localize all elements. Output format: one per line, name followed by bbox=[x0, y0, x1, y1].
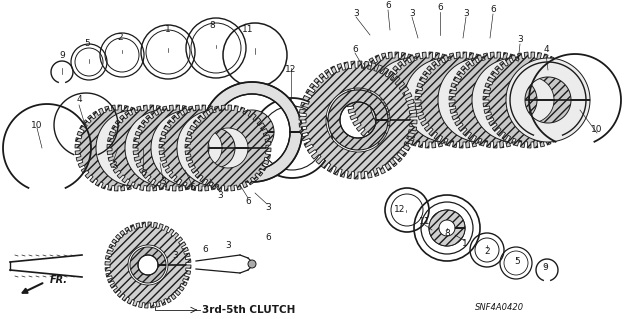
Circle shape bbox=[248, 260, 256, 268]
Text: 4: 4 bbox=[76, 95, 82, 105]
Polygon shape bbox=[202, 82, 302, 182]
Polygon shape bbox=[151, 110, 227, 186]
Text: 1: 1 bbox=[462, 240, 468, 249]
Text: 5: 5 bbox=[514, 257, 520, 266]
Polygon shape bbox=[347, 52, 443, 148]
Text: 8: 8 bbox=[209, 21, 215, 31]
Text: 3: 3 bbox=[160, 176, 166, 186]
Text: 6: 6 bbox=[437, 4, 443, 12]
Text: 12: 12 bbox=[285, 65, 297, 75]
Text: 3: 3 bbox=[463, 9, 469, 18]
Polygon shape bbox=[105, 222, 191, 308]
Polygon shape bbox=[185, 105, 271, 191]
Text: 9: 9 bbox=[542, 263, 548, 272]
Text: 3: 3 bbox=[217, 191, 223, 201]
Text: 11: 11 bbox=[419, 218, 431, 226]
Polygon shape bbox=[75, 105, 161, 191]
Polygon shape bbox=[415, 52, 511, 148]
Text: 6: 6 bbox=[140, 168, 146, 177]
Text: 3: 3 bbox=[409, 9, 415, 18]
Text: 3: 3 bbox=[111, 160, 117, 169]
Polygon shape bbox=[107, 105, 193, 191]
Polygon shape bbox=[328, 90, 388, 150]
Text: 6: 6 bbox=[352, 46, 358, 55]
Polygon shape bbox=[130, 247, 166, 283]
Text: 4: 4 bbox=[543, 46, 549, 55]
Polygon shape bbox=[177, 110, 253, 186]
Text: 3: 3 bbox=[353, 9, 359, 18]
Text: 10: 10 bbox=[591, 125, 603, 135]
Polygon shape bbox=[370, 58, 454, 142]
Polygon shape bbox=[159, 105, 245, 191]
Text: 1: 1 bbox=[165, 26, 171, 34]
Polygon shape bbox=[483, 52, 579, 148]
Polygon shape bbox=[429, 210, 465, 246]
Text: FR.: FR. bbox=[50, 275, 68, 285]
Polygon shape bbox=[472, 58, 556, 142]
Polygon shape bbox=[381, 52, 477, 148]
Polygon shape bbox=[438, 58, 522, 142]
Text: 11: 11 bbox=[243, 25, 253, 33]
Text: 9: 9 bbox=[59, 51, 65, 61]
Polygon shape bbox=[125, 110, 201, 186]
Text: 10: 10 bbox=[31, 121, 43, 130]
Text: SNF4A0420: SNF4A0420 bbox=[476, 303, 525, 313]
Text: 3: 3 bbox=[225, 241, 231, 249]
Polygon shape bbox=[133, 105, 219, 191]
Text: 8: 8 bbox=[444, 228, 450, 238]
Text: 6: 6 bbox=[189, 183, 195, 192]
Text: 6: 6 bbox=[202, 246, 208, 255]
Text: 3: 3 bbox=[172, 250, 178, 259]
Polygon shape bbox=[299, 61, 417, 179]
Polygon shape bbox=[230, 110, 274, 154]
Text: 6: 6 bbox=[265, 234, 271, 242]
Text: 6: 6 bbox=[385, 2, 391, 11]
Polygon shape bbox=[96, 110, 172, 186]
Text: 3rd-5th CLUTCH: 3rd-5th CLUTCH bbox=[202, 305, 296, 315]
Polygon shape bbox=[449, 52, 545, 148]
Text: 3: 3 bbox=[517, 35, 523, 44]
Polygon shape bbox=[506, 58, 590, 142]
Text: 5: 5 bbox=[84, 40, 90, 48]
Text: 2: 2 bbox=[484, 247, 490, 256]
Text: 2: 2 bbox=[117, 33, 123, 42]
Polygon shape bbox=[404, 58, 488, 142]
Text: 12: 12 bbox=[394, 205, 406, 214]
Text: 6: 6 bbox=[490, 5, 496, 14]
Text: 3: 3 bbox=[265, 204, 271, 212]
Text: 6: 6 bbox=[245, 197, 251, 206]
